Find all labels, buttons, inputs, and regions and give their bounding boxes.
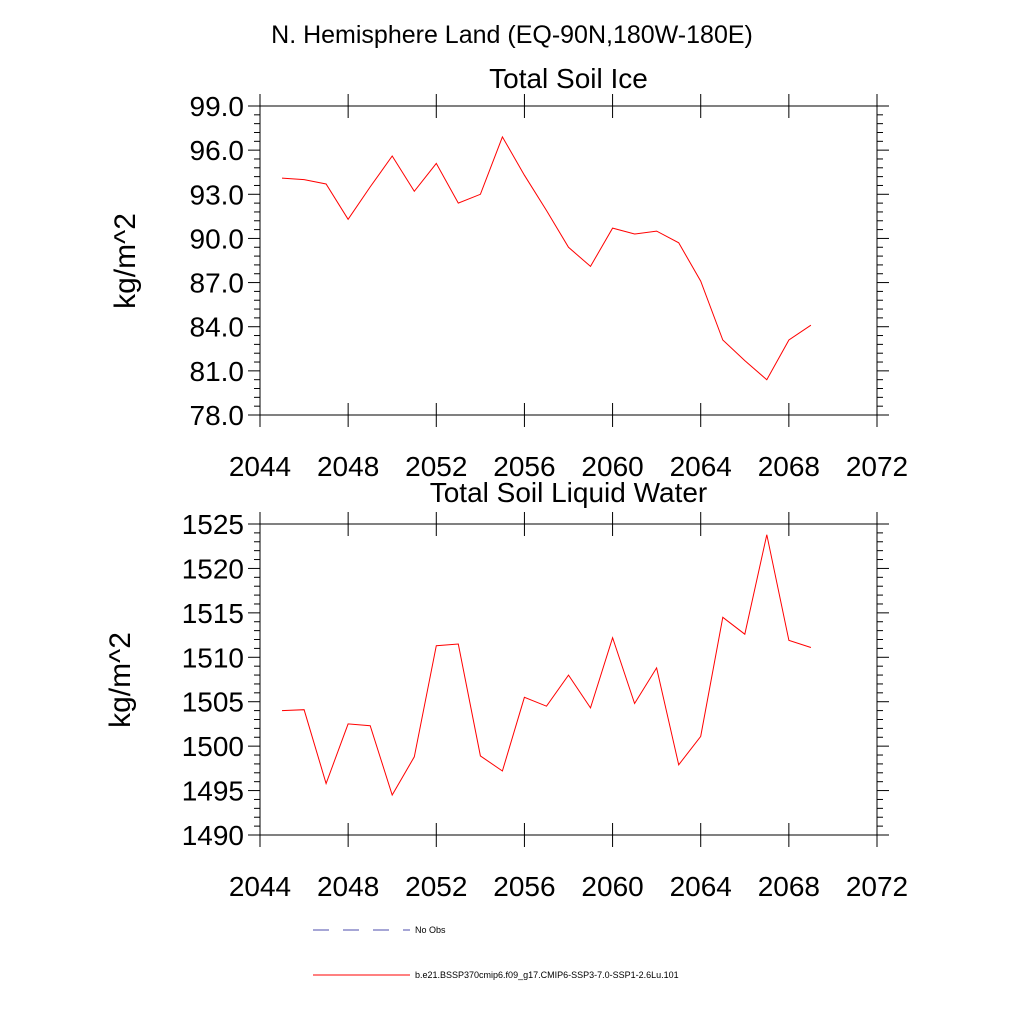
y-tick-label: 99.0 (190, 91, 245, 122)
y-tick-label: 96.0 (190, 135, 245, 166)
series-line (281, 534, 812, 797)
x-tick-label: 2060 (581, 451, 643, 482)
plot-frame (259, 105, 878, 416)
figure-title: N. Hemisphere Land (EQ-90N,180W-180E) (271, 21, 753, 49)
x-tick-label: 2056 (493, 451, 555, 482)
chart-panel-soil-liquid-water: Total Soil Liquid Water kg/m^2 2044 2048 205… (104, 477, 908, 902)
x-tick-label: 2072 (846, 451, 908, 482)
legend-label-no-obs: No Obs (415, 925, 446, 935)
y-tick-label: 87.0 (190, 268, 245, 299)
x-tick-label: 2064 (670, 451, 732, 482)
x-tick-label: 2052 (405, 871, 467, 902)
y-axis-label: kg/m^2 (109, 213, 142, 309)
x-tick-label: 2044 (229, 871, 291, 902)
y-tick-label: 1505 (182, 687, 244, 718)
y-axis-label: kg/m^2 (104, 632, 137, 728)
y-tick-label: 1520 (182, 553, 244, 584)
series-line (281, 135, 812, 381)
chart-panel-soil-ice: Total Soil Ice kg/m^2 2044 2048 2052 2056 2060… (109, 63, 908, 482)
plot-frame (259, 523, 878, 836)
y-tick-label: 93.0 (190, 179, 245, 210)
legend: No Obs b.e21.BSSP370cmip6.f09_g17.CMIP6-… (313, 925, 679, 980)
x-tick-label: 2068 (758, 451, 820, 482)
chart-title: Total Soil Ice (489, 63, 648, 94)
x-tick-label: 2052 (405, 451, 467, 482)
chart-title: Total Soil Liquid Water (430, 477, 708, 508)
y-tick-label: 90.0 (190, 223, 245, 254)
x-tick-label: 2064 (670, 871, 732, 902)
y-tick-label: 1525 (182, 509, 244, 540)
y-tick-label: 84.0 (190, 312, 245, 343)
x-tick-label: 2068 (758, 871, 820, 902)
y-tick-label: 1490 (182, 820, 244, 851)
x-tick-label: 2056 (493, 871, 555, 902)
y-tick-label: 78.0 (190, 400, 245, 431)
y-tick-label: 81.0 (190, 356, 245, 387)
x-tick-label: 2060 (581, 871, 643, 902)
y-tick-label: 1515 (182, 598, 244, 629)
x-tick-label: 2048 (317, 451, 379, 482)
x-tick-label: 2044 (229, 451, 291, 482)
legend-label-model: b.e21.BSSP370cmip6.f09_g17.CMIP6-SSP3-7.… (415, 970, 679, 980)
x-tick-label: 2072 (846, 871, 908, 902)
y-tick-label: 1500 (182, 731, 244, 762)
x-tick-label: 2048 (317, 871, 379, 902)
y-tick-label: 1510 (182, 642, 244, 673)
y-tick-label: 1495 (182, 776, 244, 807)
